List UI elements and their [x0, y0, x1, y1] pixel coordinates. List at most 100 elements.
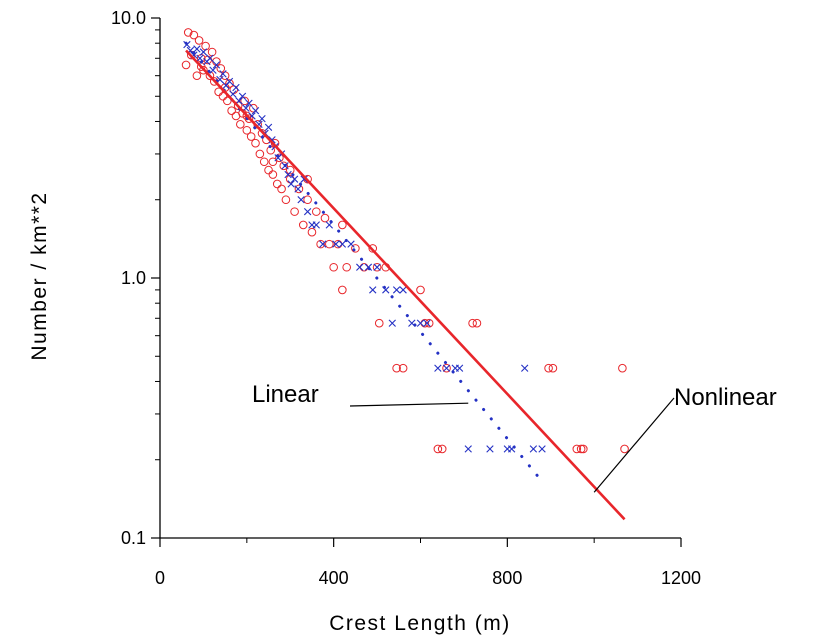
x-point	[486, 445, 494, 453]
x-point-stroke	[332, 240, 340, 248]
x-point	[209, 66, 217, 74]
x-point-stroke	[193, 45, 201, 53]
circle-point	[251, 138, 260, 148]
circle-point	[298, 220, 308, 230]
circle-point	[544, 363, 553, 373]
circle-point	[374, 318, 384, 328]
circle-point	[218, 91, 228, 101]
circle-point	[307, 227, 317, 237]
circle-point	[259, 157, 269, 167]
x-point	[464, 445, 472, 453]
x-axis-title: Crest Length (m)	[329, 612, 511, 635]
x-point-stroke	[264, 123, 273, 131]
x-point	[294, 185, 302, 193]
x-point	[434, 364, 442, 372]
y-axis-title: Number / km**2	[28, 191, 51, 360]
circle-point	[416, 285, 425, 295]
x-point-stroke	[294, 185, 302, 193]
circle-point	[181, 60, 191, 70]
circle-point	[316, 239, 325, 249]
circle-point	[246, 132, 256, 141]
x-point	[300, 175, 308, 183]
x-point-stroke	[183, 40, 191, 49]
x-point	[268, 136, 276, 144]
x-point-stroke	[199, 48, 208, 56]
x-point-stroke	[245, 99, 253, 107]
x-point	[312, 221, 320, 229]
circle-point	[372, 262, 382, 272]
data-points	[181, 28, 629, 454]
x-point-stroke	[251, 107, 260, 115]
circle-point	[189, 30, 199, 40]
x-point	[455, 364, 464, 372]
circle-point	[242, 125, 252, 135]
x-point	[183, 40, 191, 49]
x-point	[219, 70, 227, 78]
x-point-stroke	[338, 240, 347, 248]
x-point	[212, 61, 221, 69]
circle-point	[472, 318, 482, 328]
nonlinear-annotation: Nonlinear	[674, 384, 777, 411]
circle-point	[351, 244, 360, 253]
nonlinear-fit-line	[185, 49, 626, 521]
x-point-stroke	[364, 263, 373, 271]
x-point-stroke	[319, 240, 327, 248]
x-point-stroke	[258, 114, 266, 123]
x-point-stroke	[373, 263, 381, 271]
x-point	[356, 263, 364, 271]
x-tick-label: 800	[492, 568, 522, 588]
x-point-stroke	[382, 286, 390, 294]
nonlinear-leader-line	[593, 397, 675, 493]
x-point-stroke	[297, 196, 305, 204]
circle-point	[329, 262, 338, 272]
x-point-stroke	[303, 207, 312, 216]
x-point-stroke	[434, 364, 442, 372]
x-point	[399, 286, 407, 294]
y-tick-label: 10.0	[111, 8, 146, 28]
x-point-stroke	[212, 61, 221, 69]
x-point	[319, 240, 327, 248]
tick-labels: 0 400 800 1200 0.1 1.0 10.0	[111, 8, 701, 588]
x-tick-label: 400	[319, 568, 349, 588]
circle-point	[303, 195, 312, 205]
x-point	[332, 240, 340, 248]
x-point	[369, 286, 377, 294]
circle-point	[192, 71, 202, 80]
x-point	[338, 240, 347, 248]
x-point	[303, 207, 312, 216]
x-point	[416, 319, 425, 327]
circle-point	[325, 239, 334, 249]
x-point-stroke	[206, 54, 214, 62]
x-point-stroke	[486, 445, 494, 453]
x-point-stroke	[225, 77, 234, 86]
x-point-stroke	[369, 286, 377, 294]
x-point-stroke	[268, 136, 276, 144]
x-point	[287, 180, 295, 188]
x-point-stroke	[529, 445, 538, 453]
circle-point	[618, 363, 627, 373]
x-point-stroke	[455, 364, 464, 372]
x-point-stroke	[284, 170, 292, 179]
circle-point	[398, 363, 408, 373]
x-point	[347, 240, 355, 248]
x-point-stroke	[347, 240, 355, 248]
circle-point	[576, 444, 586, 454]
circle-point	[294, 184, 304, 194]
circle-point	[368, 244, 378, 253]
x-point-stroke	[388, 319, 396, 327]
circle-point	[249, 103, 258, 113]
circle-point	[442, 363, 451, 373]
linear-leader-line	[349, 402, 469, 407]
circle-point	[424, 318, 434, 328]
x-point	[229, 90, 237, 98]
circle-point	[359, 262, 369, 272]
circle-point	[620, 444, 629, 454]
x-point-stroke	[392, 286, 401, 294]
circle-point	[279, 161, 289, 171]
x-point	[290, 175, 299, 183]
y-tick-label: 0.1	[121, 528, 146, 548]
circle-point	[236, 120, 245, 129]
circle-point	[268, 157, 278, 167]
x-point-stroke	[300, 175, 308, 183]
